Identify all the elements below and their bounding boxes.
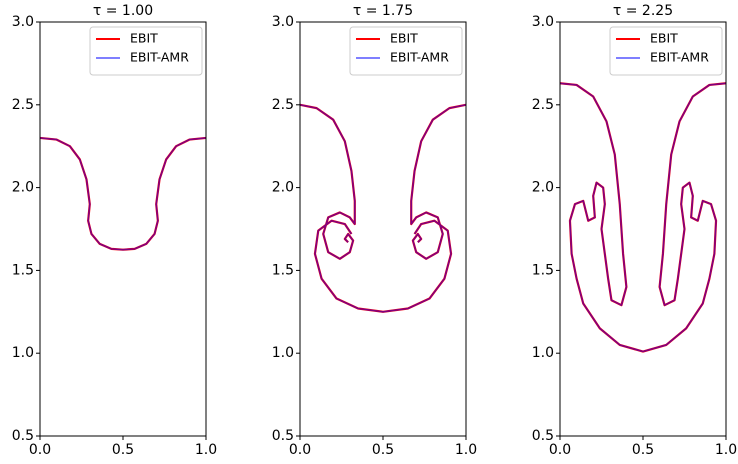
legend-label: EBIT: [650, 31, 678, 46]
legend: EBIT EBIT-AMR: [89, 26, 203, 76]
legend: EBIT EBIT-AMR: [609, 26, 723, 76]
y-tick-label: 2.0: [12, 180, 34, 196]
x-tick-label: 1.0: [455, 442, 477, 458]
y-tick-label: 1.0: [12, 345, 34, 361]
legend-label: EBIT-AMR: [650, 50, 709, 65]
legend-label: EBIT: [390, 31, 418, 46]
x-tick-label: 1.0: [195, 442, 217, 458]
subplot: τ = 1.000.0 0.5 1.00.51.01.52.02.53.0EBITE…: [12, 3, 217, 458]
x-tick-label: 0.5: [372, 442, 394, 458]
interface-line: [40, 136, 206, 251]
y-tick-label: 1.0: [532, 345, 554, 361]
y-tick-label: 1.5: [532, 262, 554, 278]
interface-line: [560, 82, 726, 353]
y-tick-label: 3.0: [272, 14, 294, 30]
y-tick-label: 1.5: [12, 262, 34, 278]
y-tick-label: 3.0: [12, 14, 34, 30]
interface-line: [300, 103, 466, 313]
y-tick-label: 0.5: [532, 428, 554, 444]
axes-frame: [39, 21, 207, 437]
interface-line: [40, 137, 206, 251]
y-tick-label: 0.5: [272, 428, 294, 444]
y-tick-label: 2.5: [272, 97, 294, 113]
subplot: τ = 2.250.0 0.5 1.00.51.01.52.02.53.0EBITE…: [532, 3, 737, 458]
interface-line: [560, 82, 726, 353]
y-tick-label: 2.0: [272, 180, 294, 196]
y-tick-label: 3.0: [532, 14, 554, 30]
subplot-title: τ = 1.00: [93, 3, 153, 19]
x-tick-label: 1.0: [715, 442, 737, 458]
y-tick-label: 2.5: [12, 97, 34, 113]
subplot-title: τ = 2.25: [613, 3, 673, 19]
y-tick-label: 2.5: [532, 97, 554, 113]
legend-label: EBIT: [130, 31, 158, 46]
legend: EBIT EBIT-AMR: [349, 26, 463, 76]
legend-label: EBIT-AMR: [130, 50, 189, 65]
subplot: τ = 1.750.0 0.5 1.00.51.01.52.02.53.0EBITE…: [272, 3, 477, 458]
x-tick-label: 0.5: [112, 442, 134, 458]
plot-area: [560, 82, 726, 353]
y-tick-label: 1.0: [272, 345, 294, 361]
subplot-title: τ = 1.75: [353, 3, 413, 19]
y-tick-label: 1.5: [272, 262, 294, 278]
axes-frame: [559, 21, 727, 437]
legend-label: EBIT-AMR: [390, 50, 449, 65]
plot-area: [40, 136, 206, 251]
y-tick-label: 0.5: [12, 428, 34, 444]
y-tick-label: 2.0: [532, 180, 554, 196]
x-tick-label: 0.0: [289, 442, 311, 458]
plot-area: [300, 103, 466, 313]
interface-line: [300, 104, 466, 313]
x-tick-label: 0.0: [549, 442, 571, 458]
x-tick-label: 0.0: [29, 442, 51, 458]
x-tick-label: 0.5: [632, 442, 654, 458]
